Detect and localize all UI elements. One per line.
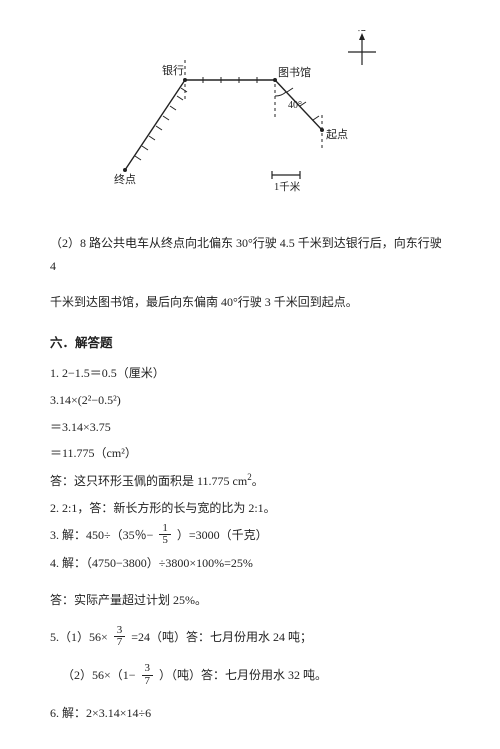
frac-3-7-a-den: 7 bbox=[114, 637, 126, 649]
ans5-2: （2）56×（1− 3 7 ）（吨）答：七月份用水 32 吨。 bbox=[50, 664, 450, 688]
angle40-label: 40° bbox=[288, 100, 302, 111]
ans3-post: ）=3000（千克） bbox=[177, 528, 268, 542]
ans1-line5-pre: 答：这只环形玉佩的面积是 11.775 cm bbox=[50, 474, 247, 488]
ans5-1-pre: 5.（1）56× bbox=[50, 630, 108, 644]
library-label: 图书馆 bbox=[278, 65, 311, 79]
compass-icon: 北 bbox=[348, 30, 376, 65]
bank-dot bbox=[183, 78, 187, 82]
route-diagram: 北 bbox=[100, 30, 400, 218]
ans6: 6. 解：2×3.14×14÷6 bbox=[50, 702, 450, 725]
tick-marks bbox=[135, 77, 319, 160]
library-dot bbox=[273, 78, 277, 82]
ans4-line1: 4. 解：（4750−3800）÷3800×100%=25% bbox=[50, 552, 450, 575]
route-svg: 北 bbox=[100, 30, 400, 210]
frac-1-5-den: 5 bbox=[159, 535, 171, 547]
ans3-pre: 3. 解：450÷（35％− bbox=[50, 528, 153, 542]
compass-north-label: 北 bbox=[355, 30, 366, 33]
terminal-dot bbox=[123, 168, 127, 172]
ans5-1: 5.（1）56× 3 7 =24（吨）答：七月份用水 24 吨； bbox=[50, 626, 450, 650]
question-2-line2: 千米到达图书馆，最后向东偏南 40°行驶 3 千米回到起点。 bbox=[50, 291, 450, 314]
frac-3-7-b: 3 7 bbox=[142, 663, 154, 687]
frac-3-7-b-den: 7 bbox=[142, 676, 154, 688]
origin-dot bbox=[320, 128, 324, 132]
ans1-line2: 3.14×(2²−0.5²) bbox=[50, 389, 450, 412]
ans5-2-pre: （2）56×（1− bbox=[62, 668, 136, 682]
seg-terminal-bank bbox=[125, 80, 185, 170]
ans1-line4: ＝11.775（cm²） bbox=[50, 442, 450, 465]
scale-bar: 1千米 bbox=[272, 171, 301, 193]
ans1-line3: ＝3.14×3.75 bbox=[50, 416, 450, 439]
angle-arc-icon bbox=[275, 92, 286, 96]
ans1-line1: 1. 2−1.5＝0.5（厘米） bbox=[50, 362, 450, 385]
page: 北 bbox=[0, 0, 500, 749]
ans1-line5-post: 。 bbox=[252, 474, 264, 488]
terminal-label: 终点 bbox=[114, 172, 136, 186]
ans1-line5: 答：这只环形玉佩的面积是 11.775 cm2。 bbox=[50, 469, 450, 493]
ans5-1-post: =24（吨）答：七月份用水 24 吨； bbox=[131, 630, 312, 644]
ans4-line2: 答：实际产量超过计划 25%。 bbox=[50, 589, 450, 612]
frac-1-5: 1 5 bbox=[159, 523, 171, 547]
frac-3-7-b-num: 3 bbox=[142, 663, 154, 676]
origin-label: 起点 bbox=[326, 128, 348, 141]
section-title: 六．解答题 bbox=[50, 332, 450, 356]
question-2-line1: （2）8 路公共电车从终点向北偏东 30°行驶 4.5 千米到达银行后，向东行驶… bbox=[50, 232, 450, 278]
frac-3-7-a: 3 7 bbox=[114, 625, 126, 649]
ans2: 2. 2:1，答：新长方形的长与宽的比为 2:1。 bbox=[50, 497, 450, 520]
ans5-2-post: ）（吨）答：七月份用水 32 吨。 bbox=[159, 668, 327, 682]
bank-label: 银行 bbox=[162, 63, 184, 77]
scale-label: 1千米 bbox=[274, 180, 301, 193]
ans3: 3. 解：450÷（35％− 1 5 ）=3000（千克） bbox=[50, 524, 450, 548]
